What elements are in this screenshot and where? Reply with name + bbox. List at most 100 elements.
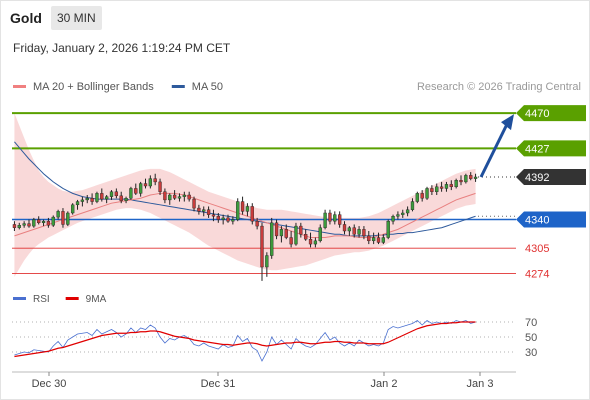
candle-body-up [464,175,468,183]
legend-swatch-1 [171,85,185,88]
chart-header: Gold 30 MIN [0,0,590,37]
candle-body-up [71,204,75,214]
candle [328,209,332,225]
candle [85,195,89,204]
candle [138,181,143,197]
candle [202,206,206,217]
candle [148,175,152,189]
candle-body-up [313,240,318,245]
candle-body-up [32,219,36,227]
candle-body-down [328,212,332,222]
rsi-tick-30: 30 [525,347,537,359]
candle [71,203,75,215]
candle-body-up [124,198,128,201]
candle [391,214,395,225]
candle-body-up [371,237,376,242]
candle [172,190,177,200]
candle-body-up [381,237,386,243]
candle [405,206,410,217]
candle-body-down [192,198,196,209]
candle [37,216,41,225]
candle-body-down [90,198,94,202]
candle [444,181,449,192]
candle [294,222,298,246]
candle [163,188,167,204]
candle [245,203,250,217]
candle-body-up [56,211,60,218]
candle [439,181,444,192]
candle-body-up [231,219,235,222]
candle-body-down [158,181,162,192]
candle [376,232,381,245]
x-tick-label-3: Jan 3 [467,378,494,390]
candle-body-up [221,217,225,220]
candle [289,231,293,248]
candle [61,208,65,228]
candle-body-down [449,184,453,188]
x-tick-label-1: Dec 31 [201,378,236,390]
candle-body-down [430,188,434,192]
candle-body-up [182,194,186,197]
candle-body-up [129,188,133,199]
candle-body-down [211,214,216,217]
candle-body-down [439,186,444,189]
candle [464,173,468,184]
candle [255,217,259,230]
candle [129,186,133,200]
candle-body-up [270,222,274,256]
candle-body-down [289,237,293,245]
candle [338,211,342,228]
candle [270,217,274,259]
main-legend: MA 20 + Bollinger Bands MA 50 [13,81,223,93]
candle [240,196,245,215]
candle-body-down [134,188,138,194]
resistance-label-4470: 4470 [525,108,549,120]
candle-body-down [459,180,463,183]
candle [435,183,439,195]
candle [134,183,138,195]
candle [454,178,458,189]
candle-body-up [138,183,143,194]
candle-body-up [386,220,390,238]
candle-body-up [245,206,250,212]
candle-body-up [109,191,114,197]
ma20-line [14,192,476,239]
candle-body-up [202,209,206,212]
candle [182,191,186,202]
candle [420,190,424,202]
candle-body-down [338,214,342,225]
candle [449,180,453,191]
x-tick-label-0: Dec 30 [32,378,67,390]
candle-body-down [420,193,424,199]
candle [124,196,128,204]
rsi-line [14,319,476,362]
rsi-legend-swatch-0 [13,297,26,300]
candle [425,186,429,200]
last-price-label: 4392 [525,172,549,184]
candle [386,219,390,240]
candle-body-down [308,238,313,245]
candle-body-down [100,193,104,200]
candle [17,222,21,230]
candle-body-down [172,194,177,199]
candle [381,234,386,245]
candle-body-down [352,227,356,235]
candle-body-up [41,220,46,224]
candle [75,199,80,210]
timeframe-button[interactable]: 30 MIN [51,6,102,30]
candle [192,196,196,212]
candle [299,222,303,238]
candle [260,222,264,281]
candle [274,219,279,240]
candle [153,173,157,186]
candle-body-down [240,201,245,212]
candle [206,206,211,218]
candle-body-up [347,227,352,232]
candle [265,252,269,277]
candle [158,178,162,195]
candle-body-down [469,175,473,179]
candle-body-up [177,196,182,199]
candle [342,221,347,235]
forecast-arrow-head [501,114,514,131]
candle-body-down [304,234,308,240]
